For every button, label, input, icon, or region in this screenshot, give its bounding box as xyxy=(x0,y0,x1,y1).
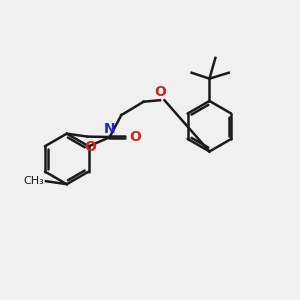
Text: O: O xyxy=(130,130,142,144)
Text: N: N xyxy=(104,122,115,136)
Text: CH₃: CH₃ xyxy=(24,176,44,186)
Text: O: O xyxy=(84,140,96,154)
Text: O: O xyxy=(154,85,166,99)
